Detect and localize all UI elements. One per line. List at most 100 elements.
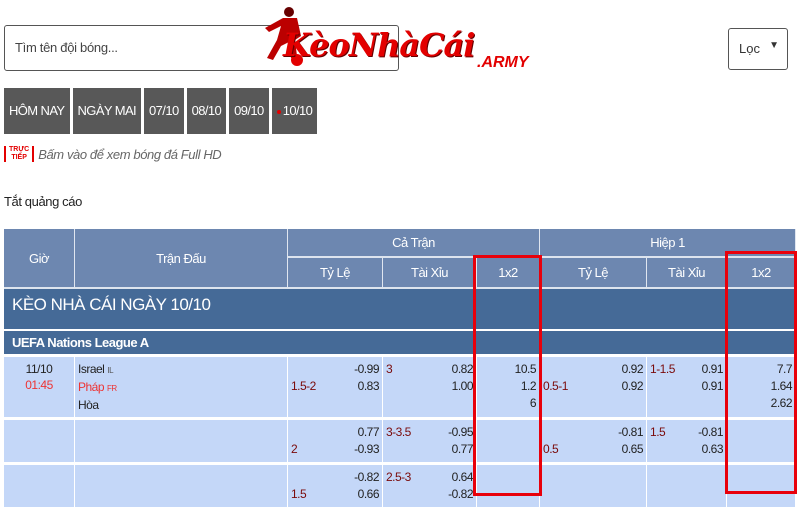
odd-home: 10.5 xyxy=(514,362,537,376)
h1-1x2-cell[interactable]: 7.7 1.64 2.62 xyxy=(727,357,797,420)
odd: 0.92 xyxy=(621,379,644,393)
line: 3 xyxy=(386,362,393,376)
odd: 0.66 xyxy=(357,487,380,501)
draw-label: Hòa xyxy=(78,398,99,412)
line: 1-1.5 xyxy=(650,362,675,376)
odd-away: 1.2 xyxy=(520,379,537,393)
empty-cell xyxy=(647,465,728,510)
active-dot-icon xyxy=(276,109,281,114)
line: 2 xyxy=(291,442,298,456)
empty-cell xyxy=(4,465,75,510)
empty-cell xyxy=(75,465,288,510)
ft-1x2-cell[interactable]: 10.5 1.2 6 xyxy=(477,357,541,420)
empty-cell xyxy=(75,420,288,465)
match-teams-cell[interactable]: Israel IL Pháp FR Hòa xyxy=(75,357,288,420)
odd: -0.99 xyxy=(354,362,379,376)
logo-domain-text: .ARMY xyxy=(477,54,529,71)
odd: 0.65 xyxy=(621,442,644,456)
odd: 0.82 xyxy=(451,362,474,376)
header-ft-1x2: 1x2 xyxy=(477,258,541,289)
line: 0.5-1 xyxy=(543,379,568,393)
ft-handicap-cell[interactable]: 0.77 2 -0.93 xyxy=(288,420,383,465)
site-logo[interactable]: KèoNhàCái .ARMY xyxy=(255,2,555,74)
badge-top: TRỰC xyxy=(9,146,30,153)
ft-handicap-cell[interactable]: -0.82 1.5 0.66 xyxy=(288,465,383,510)
header-time: Giờ xyxy=(4,229,75,289)
odd: 0.64 xyxy=(451,470,474,484)
badge-bottom: TIẾP xyxy=(11,154,27,161)
odd: -0.81 xyxy=(698,425,724,439)
live-stream-link[interactable]: TRỰC TIẾP Bấm vào để xem bóng đá Full HD xyxy=(4,146,222,162)
home-team: Israel IL xyxy=(78,361,284,379)
header-first-half: Hiệp 1 xyxy=(540,229,797,258)
ft-handicap-cell[interactable]: -0.99 1.5-2 0.83 xyxy=(288,357,383,420)
match-kickoff: 01:45 xyxy=(25,378,53,392)
hide-ads-link[interactable]: Tắt quảng cáo xyxy=(4,194,82,209)
odd: 0.91 xyxy=(701,379,724,393)
ft-over-under-cell[interactable]: 3 0.82 1.00 xyxy=(383,357,477,420)
odd: 0.92 xyxy=(621,362,644,376)
line: 1.5 xyxy=(650,425,666,439)
tab-label: 10/10 xyxy=(282,103,313,118)
h1-handicap-cell[interactable]: -0.81 0.5 0.65 xyxy=(540,420,648,465)
match-time-cell: 11/10 01:45 xyxy=(4,357,75,420)
odd: 0.91 xyxy=(701,362,724,376)
header-full-match: Cả Trận xyxy=(288,229,541,258)
odd: 1.00 xyxy=(451,379,474,393)
h1-over-under-cell[interactable]: 1-1.5 0.91 0.91 xyxy=(647,357,728,420)
table-row: 0.77 2 -0.93 3-3.5 -0.95 0.77 -0.81 0.5 0.65 1… xyxy=(4,420,797,465)
line: 2.5-3 xyxy=(386,470,411,484)
odds-table: Giờ Trận Đấu Cả Trận Hiệp 1 Tỷ Lệ Tài Xỉ… xyxy=(4,229,797,510)
odd: -0.82 xyxy=(354,470,379,484)
odd: -0.95 xyxy=(448,425,473,439)
ft-over-under-cell[interactable]: 2.5-3 0.64 -0.82 xyxy=(383,465,477,510)
header-h1-1x2: 1x2 xyxy=(727,258,797,289)
team-search-input[interactable]: Tìm tên đội bóng... xyxy=(4,25,399,71)
away-team-name: Pháp xyxy=(78,380,105,394)
odd: -0.81 xyxy=(618,425,644,439)
filter-dropdown[interactable]: Lọc ▼ xyxy=(728,28,788,70)
home-flag: IL xyxy=(107,366,114,375)
tab-today[interactable]: HÔM NAY xyxy=(4,88,70,134)
odd-away: 1.64 xyxy=(770,379,793,393)
line: 3-3.5 xyxy=(386,425,411,439)
caret-down-icon: ▼ xyxy=(769,40,779,51)
odd: 0.77 xyxy=(451,442,474,456)
empty-cell xyxy=(4,420,75,465)
line: 1.5 xyxy=(291,487,307,501)
empty-cell xyxy=(477,465,541,510)
soccer-player-icon xyxy=(265,7,303,66)
odd: 0.77 xyxy=(357,425,380,439)
section-title: KÈO NHÀ CÁI NGÀY 10/10 xyxy=(4,289,797,331)
empty-cell xyxy=(477,420,541,465)
header-h1-over-under: Tài Xỉu xyxy=(647,258,728,289)
empty-cell xyxy=(540,465,648,510)
header-match: Trận Đấu xyxy=(75,229,288,289)
odd: 0.83 xyxy=(357,379,380,393)
date-tabs: HÔM NAY NGÀY MAI 07/10 08/10 09/10 10/10 xyxy=(4,88,318,134)
league-name[interactable]: UEFA Nations League A xyxy=(4,331,797,357)
odd-draw: 6 xyxy=(529,396,537,410)
home-team-name: Israel xyxy=(78,362,105,376)
empty-cell xyxy=(727,420,797,465)
empty-cell xyxy=(727,465,797,510)
table-row: 11/10 01:45 Israel IL Pháp FR Hòa -0.99 1.5-… xyxy=(4,357,797,420)
h1-over-under-cell[interactable]: 1.5 -0.81 0.63 xyxy=(647,420,728,465)
tab-08-10[interactable]: 08/10 xyxy=(186,88,227,134)
odd: 0.63 xyxy=(701,442,724,456)
live-text: Bấm vào để xem bóng đá Full HD xyxy=(38,146,222,162)
odd-draw: 2.62 xyxy=(770,396,793,410)
away-team: Pháp FR xyxy=(78,379,284,397)
tab-07-10[interactable]: 07/10 xyxy=(144,88,184,134)
tab-10-10[interactable]: 10/10 xyxy=(271,88,318,134)
header-ft-handicap: Tỷ Lệ xyxy=(288,258,383,289)
ft-over-under-cell[interactable]: 3-3.5 -0.95 0.77 xyxy=(383,420,477,465)
tab-09-10[interactable]: 09/10 xyxy=(229,88,269,134)
odd-home: 7.7 xyxy=(776,362,793,376)
odd: -0.82 xyxy=(448,487,473,501)
line: 0.5 xyxy=(543,442,559,456)
header-h1-handicap: Tỷ Lệ xyxy=(540,258,648,289)
tab-tomorrow[interactable]: NGÀY MAI xyxy=(72,88,142,134)
odd: -0.93 xyxy=(354,442,379,456)
h1-handicap-cell[interactable]: 0.92 0.5-1 0.92 xyxy=(540,357,648,420)
